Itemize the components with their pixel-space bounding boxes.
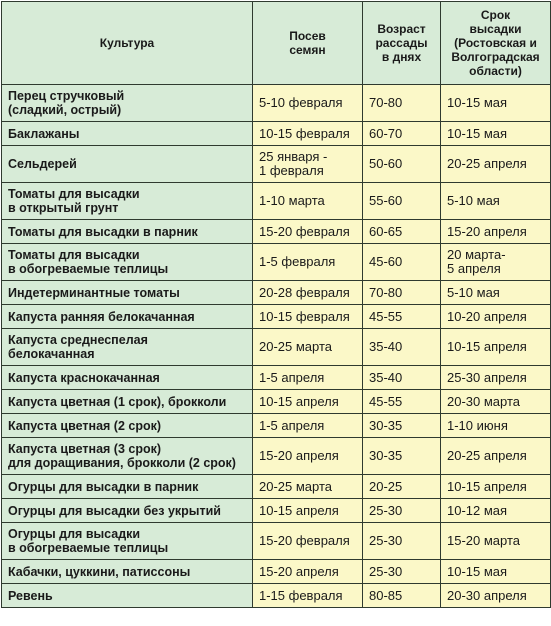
table-row: Перец стручковый (сладкий, острый) 5-10 фе…: [1, 84, 551, 122]
crop-cell: Капуста ранняя белокачанная: [1, 304, 253, 329]
header-planting: Срок высадки (Ростовская и Волгоградская обл…: [440, 1, 551, 85]
sowing-cell: 10-15 февраля: [252, 121, 363, 146]
planting-cell: 10-12 мая: [440, 498, 551, 523]
planting-cell: 20-25 апреля: [440, 145, 551, 183]
crop-cell: Томаты для высадки в парник: [1, 219, 253, 244]
age-cell: 80-85: [362, 583, 441, 608]
sowing-cell: 15-20 апреля: [252, 559, 363, 584]
table-header-row: Культура Посев семян Возраст рассады в днях…: [1, 1, 551, 85]
crop-cell: Капуста цветная (1 срок), брокколи: [1, 389, 253, 414]
age-cell: 45-55: [362, 304, 441, 329]
crop-cell: Огурцы для высадки в обогреваемые теплицы: [1, 522, 253, 560]
crop-cell: Огурцы для высадки в парник: [1, 474, 253, 499]
age-cell: 70-80: [362, 84, 441, 122]
age-cell: 60-65: [362, 219, 441, 244]
sowing-cell: 10-15 апреля: [252, 498, 363, 523]
table-row: Сельдерей 25 января -1 февраля 50-60 20-25 …: [1, 145, 551, 183]
planting-cell: 15-20 марта: [440, 522, 551, 560]
crop-cell: Томаты для высадки в открытый грунт: [1, 182, 253, 220]
age-cell: 35-40: [362, 328, 441, 366]
sowing-cell: 25 января -1 февраля: [252, 145, 363, 183]
header-age: Возраст рассады в днях: [362, 1, 441, 85]
age-cell: 70-80: [362, 280, 441, 305]
table-row: Томаты для высадки в обогреваемые теплиц…: [1, 243, 551, 281]
planting-cell: 10-15 мая: [440, 559, 551, 584]
age-cell: 45-55: [362, 389, 441, 414]
crop-cell: Сельдерей: [1, 145, 253, 183]
table-row: Капуста краснокачанная 1-5 апреля 35-40 25-…: [1, 365, 551, 390]
table-row: Огурцы для высадки в парник 20-25 марта 20…: [1, 474, 551, 499]
crop-cell: Огурцы для высадки без укрытий: [1, 498, 253, 523]
sowing-cell: 1-5 апреля: [252, 365, 363, 390]
sowing-cell: 5-10 февраля: [252, 84, 363, 122]
age-cell: 35-40: [362, 365, 441, 390]
sowing-cell: 15-20 апреля: [252, 437, 363, 475]
crop-cell: Баклажаны: [1, 121, 253, 146]
age-cell: 25-30: [362, 522, 441, 560]
planting-cell: 20-25 апреля: [440, 437, 551, 475]
table-row: Кабачки, цуккини, патиссоны 15-20 апреля 2…: [1, 559, 551, 584]
planting-cell: 25-30 апреля: [440, 365, 551, 390]
planting-cell: 20 марта- 5 апреля: [440, 243, 551, 281]
table-row: Огурцы для высадки в обогреваемые теплицы…: [1, 522, 551, 560]
table-row: Ревень 1-15 февраля 80-85 20-30 апреля: [1, 583, 551, 608]
sowing-cell: 20-28 февраля: [252, 280, 363, 305]
planting-cell: 5-10 мая: [440, 182, 551, 220]
age-cell: 45-60: [362, 243, 441, 281]
planting-cell: 10-15 мая: [440, 84, 551, 122]
crop-cell: Ревень: [1, 583, 253, 608]
age-cell: 55-60: [362, 182, 441, 220]
age-cell: 60-70: [362, 121, 441, 146]
age-cell: 25-30: [362, 498, 441, 523]
sowing-cell: 10-15 февраля: [252, 304, 363, 329]
header-crop: Культура: [1, 1, 253, 85]
crop-cell: Томаты для высадки в обогреваемые теплиц…: [1, 243, 253, 281]
table-row: Капуста ранняя белокачанная 10-15 февраля…: [1, 304, 551, 329]
planting-cell: 10-15 апреля: [440, 328, 551, 366]
table-row: Томаты для высадки в парник 15-20 февраля…: [1, 219, 551, 244]
sowing-cell: 15-20 февраля: [252, 522, 363, 560]
age-cell: 20-25: [362, 474, 441, 499]
crop-cell: Индетерминантные томаты: [1, 280, 253, 305]
crop-cell: Капуста краснокачанная: [1, 365, 253, 390]
table-row: Томаты для высадки в открытый грунт 1-10 м…: [1, 182, 551, 220]
age-cell: 50-60: [362, 145, 441, 183]
planting-cell: 20-30 апреля: [440, 583, 551, 608]
age-cell: 25-30: [362, 559, 441, 584]
table-row: Капуста цветная (2 срок) 1-5 апреля 30-35 1…: [1, 413, 551, 438]
planting-cell: 5-10 мая: [440, 280, 551, 305]
planting-cell: 10-20 апреля: [440, 304, 551, 329]
sowing-cell: 1-5 апреля: [252, 413, 363, 438]
sowing-cell: 15-20 февраля: [252, 219, 363, 244]
planting-cell: 10-15 мая: [440, 121, 551, 146]
table-row: Индетерминантные томаты 20-28 февраля 70-8…: [1, 280, 551, 305]
table-row: Баклажаны 10-15 февраля 60-70 10-15 мая: [1, 121, 551, 146]
planting-cell: 1-10 июня: [440, 413, 551, 438]
crop-cell: Кабачки, цуккини, патиссоны: [1, 559, 253, 584]
table-row: Огурцы для высадки без укрытий 10-15 апре…: [1, 498, 551, 523]
age-cell: 30-35: [362, 413, 441, 438]
planting-cell: 20-30 марта: [440, 389, 551, 414]
header-sowing: Посев семян: [252, 1, 363, 85]
sowing-cell: 1-10 марта: [252, 182, 363, 220]
sowing-cell: 1-5 февраля: [252, 243, 363, 281]
crop-cell: Капуста цветная (2 срок): [1, 413, 253, 438]
planting-cell: 10-15 апреля: [440, 474, 551, 499]
table-row: Капуста цветная (1 срок), брокколи 10-15 …: [1, 389, 551, 414]
sowing-cell: 20-25 марта: [252, 474, 363, 499]
sowing-cell: 20-25 марта: [252, 328, 363, 366]
crop-cell: Перец стручковый (сладкий, острый): [1, 84, 253, 122]
planting-schedule-table: Культура Посев семян Возраст рассады в днях…: [1, 1, 551, 608]
table-row: Капуста цветная (3 срок) для доращивания,…: [1, 437, 551, 475]
age-cell: 30-35: [362, 437, 441, 475]
planting-cell: 15-20 апреля: [440, 219, 551, 244]
sowing-cell: 10-15 апреля: [252, 389, 363, 414]
sowing-cell: 1-15 февраля: [252, 583, 363, 608]
crop-cell: Капуста цветная (3 срок) для доращивания,…: [1, 437, 253, 475]
crop-cell: Капуста среднеспелая белокачанная: [1, 328, 253, 366]
table-row: Капуста среднеспелая белокачанная 20-25 ма…: [1, 328, 551, 366]
